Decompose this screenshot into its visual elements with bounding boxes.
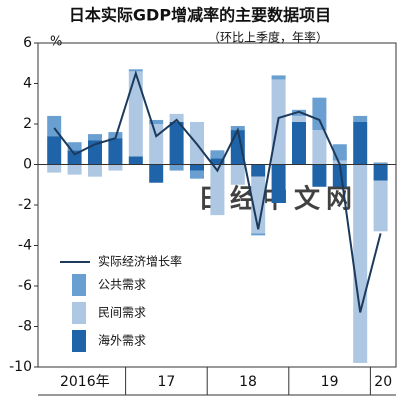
bar	[373, 180, 388, 232]
y-tick-label: 4	[23, 76, 32, 92]
bar	[149, 119, 164, 124]
legend-swatch	[72, 302, 86, 324]
bar	[108, 138, 123, 165]
bar	[210, 150, 225, 159]
bar	[67, 150, 82, 165]
bar	[67, 142, 82, 151]
bar	[108, 164, 123, 171]
bar	[271, 164, 286, 203]
x-tick-label: 18	[239, 374, 257, 390]
bar	[353, 164, 368, 363]
bar	[190, 170, 204, 179]
legend-label: 公共需求	[98, 278, 146, 292]
bar	[353, 121, 368, 165]
bar	[230, 164, 245, 185]
bar	[88, 164, 102, 177]
y-tick-label: -4	[18, 238, 32, 254]
bar	[67, 164, 82, 175]
bar	[353, 115, 368, 122]
legend-label: 海外需求	[98, 333, 146, 348]
growth-line	[53, 70, 382, 313]
bar	[47, 164, 62, 173]
bar	[251, 164, 266, 177]
bar	[312, 130, 327, 165]
bar	[312, 164, 327, 187]
bar	[210, 164, 225, 216]
unit-label: %	[50, 35, 62, 50]
bar	[271, 75, 286, 80]
y-tick-label: 0	[23, 157, 32, 173]
bar	[292, 115, 306, 122]
bar	[88, 134, 102, 141]
y-tick-label: 2	[23, 116, 32, 132]
legend-swatch	[72, 330, 86, 352]
bar	[332, 164, 347, 187]
bar	[251, 233, 266, 236]
y-tick-label: -2	[18, 197, 32, 213]
chart-title: 日本实际GDP增减率的主要数据项目	[69, 6, 331, 25]
bar	[47, 136, 62, 165]
bar	[149, 164, 164, 183]
bar	[128, 71, 143, 157]
y-tick-label: -10	[9, 359, 32, 375]
chart-subtitle: （环比上季度，年率）	[208, 30, 328, 45]
bar	[373, 162, 388, 165]
bar	[312, 97, 327, 131]
bar	[292, 121, 306, 165]
bar	[210, 158, 225, 165]
bar	[149, 124, 164, 165]
legend-label: 民间需求	[98, 306, 146, 320]
bar	[230, 130, 245, 165]
y-tick-label: -8	[18, 319, 32, 335]
legend-swatch	[72, 274, 86, 296]
x-tick-label: 2016年	[60, 374, 110, 390]
bar	[373, 164, 388, 181]
x-tick-label: 19	[321, 374, 339, 390]
bar	[128, 156, 143, 165]
bar	[169, 113, 184, 122]
x-tick-label: 20	[374, 374, 392, 390]
x-tick-label: 17	[157, 374, 175, 390]
bar	[169, 164, 184, 171]
y-tick-label: 6	[23, 35, 32, 51]
legend-label: 实际经济增长率	[98, 254, 182, 269]
bar	[169, 121, 184, 165]
y-tick-label: -6	[18, 278, 32, 294]
bar	[251, 176, 266, 234]
bar	[190, 164, 204, 171]
